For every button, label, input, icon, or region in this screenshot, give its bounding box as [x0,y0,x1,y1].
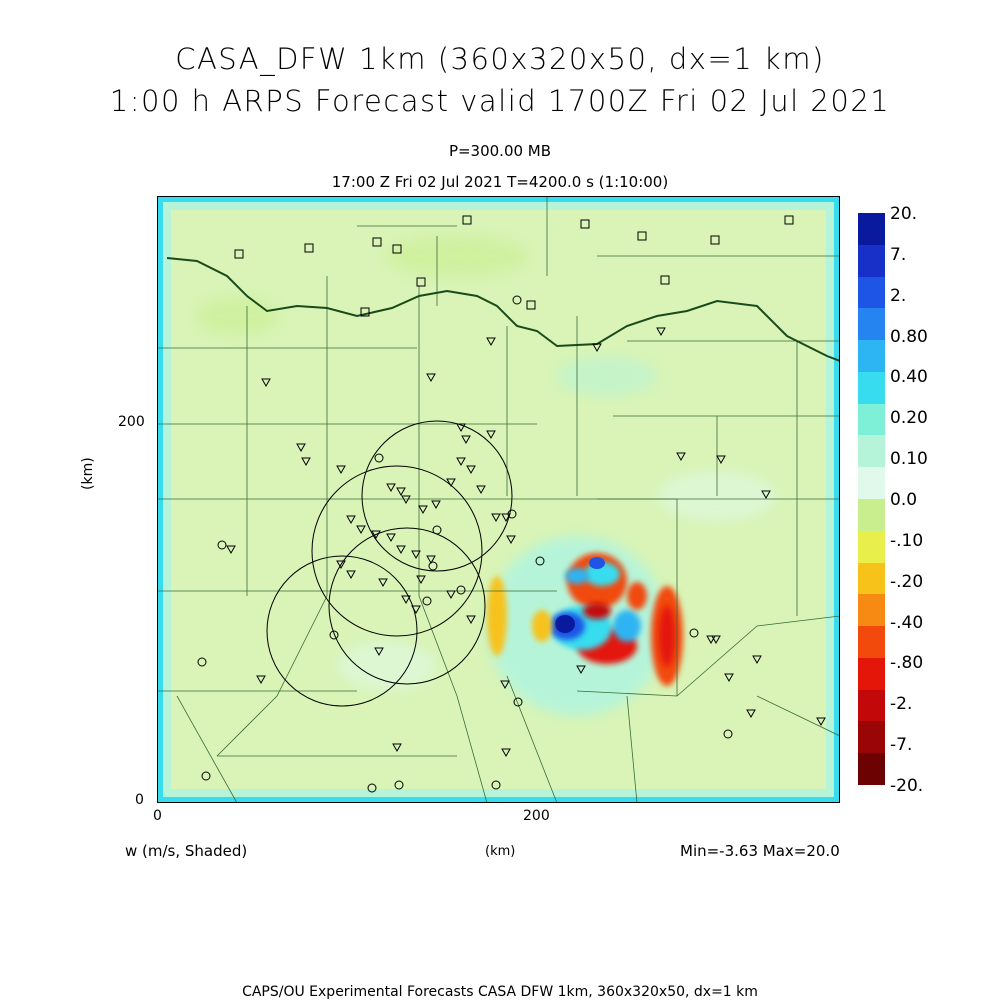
colorbar-segment [858,276,885,309]
colorbar-segment [858,308,885,341]
state-boundary [166,257,840,362]
colorbar-label: -20. [890,776,924,796]
colorbar-segment [858,562,885,595]
station-markers [226,327,826,758]
colorbar-segment [858,435,885,468]
colorbar-label: 0.80 [890,326,928,347]
county-boundaries [157,196,840,803]
min-max-label: Min=-3.63 Max=20.0 [680,842,840,860]
colorbar-segment [858,721,885,754]
colorbar [858,213,885,786]
field-label: w (m/s, Shaded) [125,842,248,860]
colorbar-label: 0.10 [890,449,928,470]
valid-time-label: 17:00 Z Fri 02 Jul 2021 T=4200.0 s (1:10… [331,173,669,191]
x-axis-label: (km) [485,844,516,859]
colorbar-label: 20. [890,204,918,224]
radar-range-circles [266,420,513,707]
colorbar-label: -.80 [890,653,924,674]
colorbar-label: 7. [890,244,907,265]
x-tick-200: 200 [523,808,550,824]
colorbar-segment [858,753,885,786]
colorbar-segment [858,403,885,436]
colorbar-segment [858,626,885,659]
colorbar-label: -7. [890,735,913,756]
colorbar-label: -2. [890,694,913,715]
colorbar-label: 2. [890,285,907,306]
storm-cell [487,536,683,716]
credit-line: CAPS/OU Experimental Forecasts CASA DFW … [242,984,758,1000]
colorbar-label: -.10 [890,530,924,551]
colorbar-segment [858,371,885,405]
colorbar-segment [858,530,885,564]
map-frame [157,196,840,803]
title-line2: 1:00 h ARPS Forecast valid 1700Z Fri 02 … [109,84,891,118]
colorbar-segment [858,499,885,532]
colorbar-segment [858,467,885,500]
colorbar-label: 0.0 [890,490,918,510]
y-tick-0: 0 [135,792,144,808]
colorbar-label: 0.20 [890,408,928,429]
y-axis-label: (km) [80,457,96,490]
colorbar-segment [858,689,885,722]
x-tick-0: 0 [153,808,162,824]
colorbar-segment [858,244,885,278]
colorbar-label: -.20 [890,571,924,592]
radar-markers [197,295,733,793]
title-line1: CASA_DFW 1km (360x320x50, dx=1 km) [175,42,825,76]
colorbar-segment [858,213,885,246]
colorbar-segment [858,594,885,627]
colorbar-segment [858,340,885,373]
forecast-map[interactable] [157,196,840,803]
pressure-label: P=300.00 MB [448,142,552,160]
y-tick-200: 200 [118,414,145,430]
site-markers [234,215,794,317]
colorbar-label: 0.40 [890,367,928,388]
colorbar-segment [858,657,885,691]
colorbar-label: -.40 [890,612,924,633]
